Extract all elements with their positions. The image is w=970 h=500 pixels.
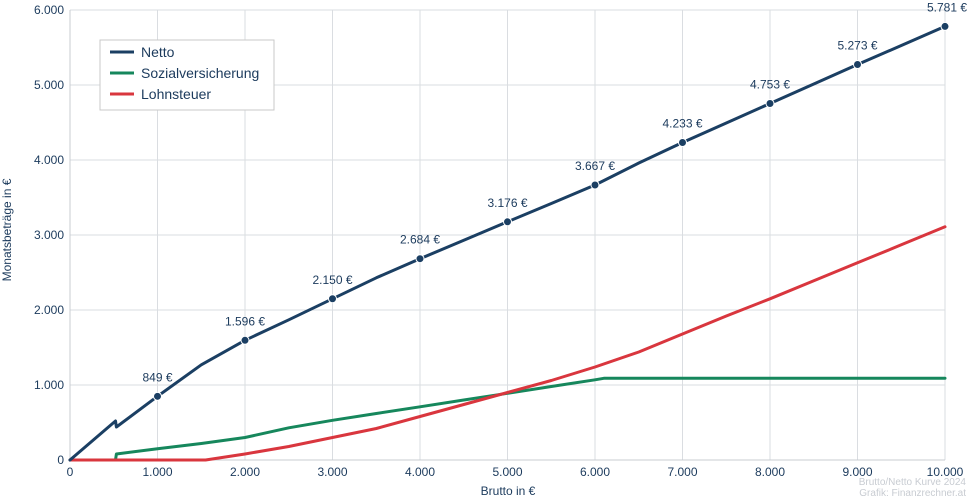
credit-line-1: Brutto/Netto Kurve 2024: [859, 477, 967, 488]
netto-point-label: 5.273 €: [837, 39, 877, 53]
y-tick-label: 2.000: [34, 303, 64, 317]
netto-data-labels: 849 € 1.596 € 2.150 € 2.684 € 3.176 € 3.667 €…: [142, 0, 967, 384]
netto-point-marker: [328, 294, 337, 304]
series-line-lohnsteuer: [68, 225, 947, 462]
netto-markers: [153, 21, 950, 401]
series-lines: [68, 24, 947, 462]
netto-point-label: 2.150 €: [312, 273, 352, 287]
x-tick-label: 0: [67, 465, 74, 479]
y-tick-label: 4.000: [34, 153, 64, 167]
y-tick-label: 0: [57, 453, 64, 467]
y-tick-label: 3.000: [34, 228, 64, 242]
netto-point-label: 5.781 €: [927, 0, 967, 14]
y-tick-label: 6.000: [34, 3, 64, 17]
y-tick-label: 1.000: [34, 378, 64, 392]
legend-item-sozialversicherung: Sozialversicherung: [110, 65, 259, 81]
x-tick-label: 6.000: [580, 465, 610, 479]
legend: Netto Sozialversicherung Lohnsteuer: [99, 39, 275, 111]
y-axis-title: Monatsbeträge in €: [0, 178, 14, 281]
series-line-netto: [68, 24, 947, 462]
netto-point-label: 4.753 €: [750, 78, 790, 92]
netto-point-marker: [590, 180, 600, 190]
netto-point-marker: [765, 99, 775, 109]
netto-point-marker: [503, 217, 512, 227]
netto-point-marker: [240, 335, 250, 345]
netto-point-label: 4.233 €: [662, 117, 702, 131]
netto-point-marker: [940, 21, 950, 31]
series-line-sozialversicherung: [68, 376, 947, 462]
x-tick-label: 7.000: [667, 465, 697, 479]
netto-point-marker: [415, 254, 425, 264]
x-tick-label: 9.000: [842, 465, 872, 479]
x-tick-label: 8.000: [755, 465, 785, 479]
x-tick-label: 1.000: [142, 465, 172, 479]
y-tick-label: 5.000: [34, 78, 64, 92]
legend-label-netto: Netto: [141, 44, 175, 60]
netto-point-label: 3.667 €: [575, 159, 615, 173]
x-tick-label: 10.000: [927, 465, 964, 479]
netto-point-marker: [853, 60, 862, 70]
netto-point-label: 2.684 €: [400, 233, 440, 247]
legend-item-lohnsteuer: Lohnsteuer: [110, 86, 211, 102]
x-tick-label: 2.000: [230, 465, 260, 479]
netto-point-label: 1.596 €: [225, 314, 265, 328]
netto-point-marker: [678, 138, 687, 148]
x-tick-label: 5.000: [492, 465, 522, 479]
legend-label-sozialversicherung: Sozialversicherung: [141, 65, 259, 81]
credit-line-2: Grafik: Finanzrechner.at: [859, 488, 966, 499]
x-tick-label: 3.000: [317, 465, 347, 479]
legend-item-netto: Netto: [110, 44, 175, 60]
x-axis-title: Brutto in €: [481, 484, 536, 498]
netto-point-label: 849 €: [142, 370, 172, 384]
x-tick-label: 4.000: [405, 465, 435, 479]
axes: 0 1.000 2.000 3.000 4.000 5.000 6.000 7.000 8.00…: [34, 3, 964, 479]
legend-label-lohnsteuer: Lohnsteuer: [141, 86, 211, 102]
netto-point-label: 3.176 €: [487, 196, 527, 210]
netto-point-marker: [153, 391, 162, 401]
